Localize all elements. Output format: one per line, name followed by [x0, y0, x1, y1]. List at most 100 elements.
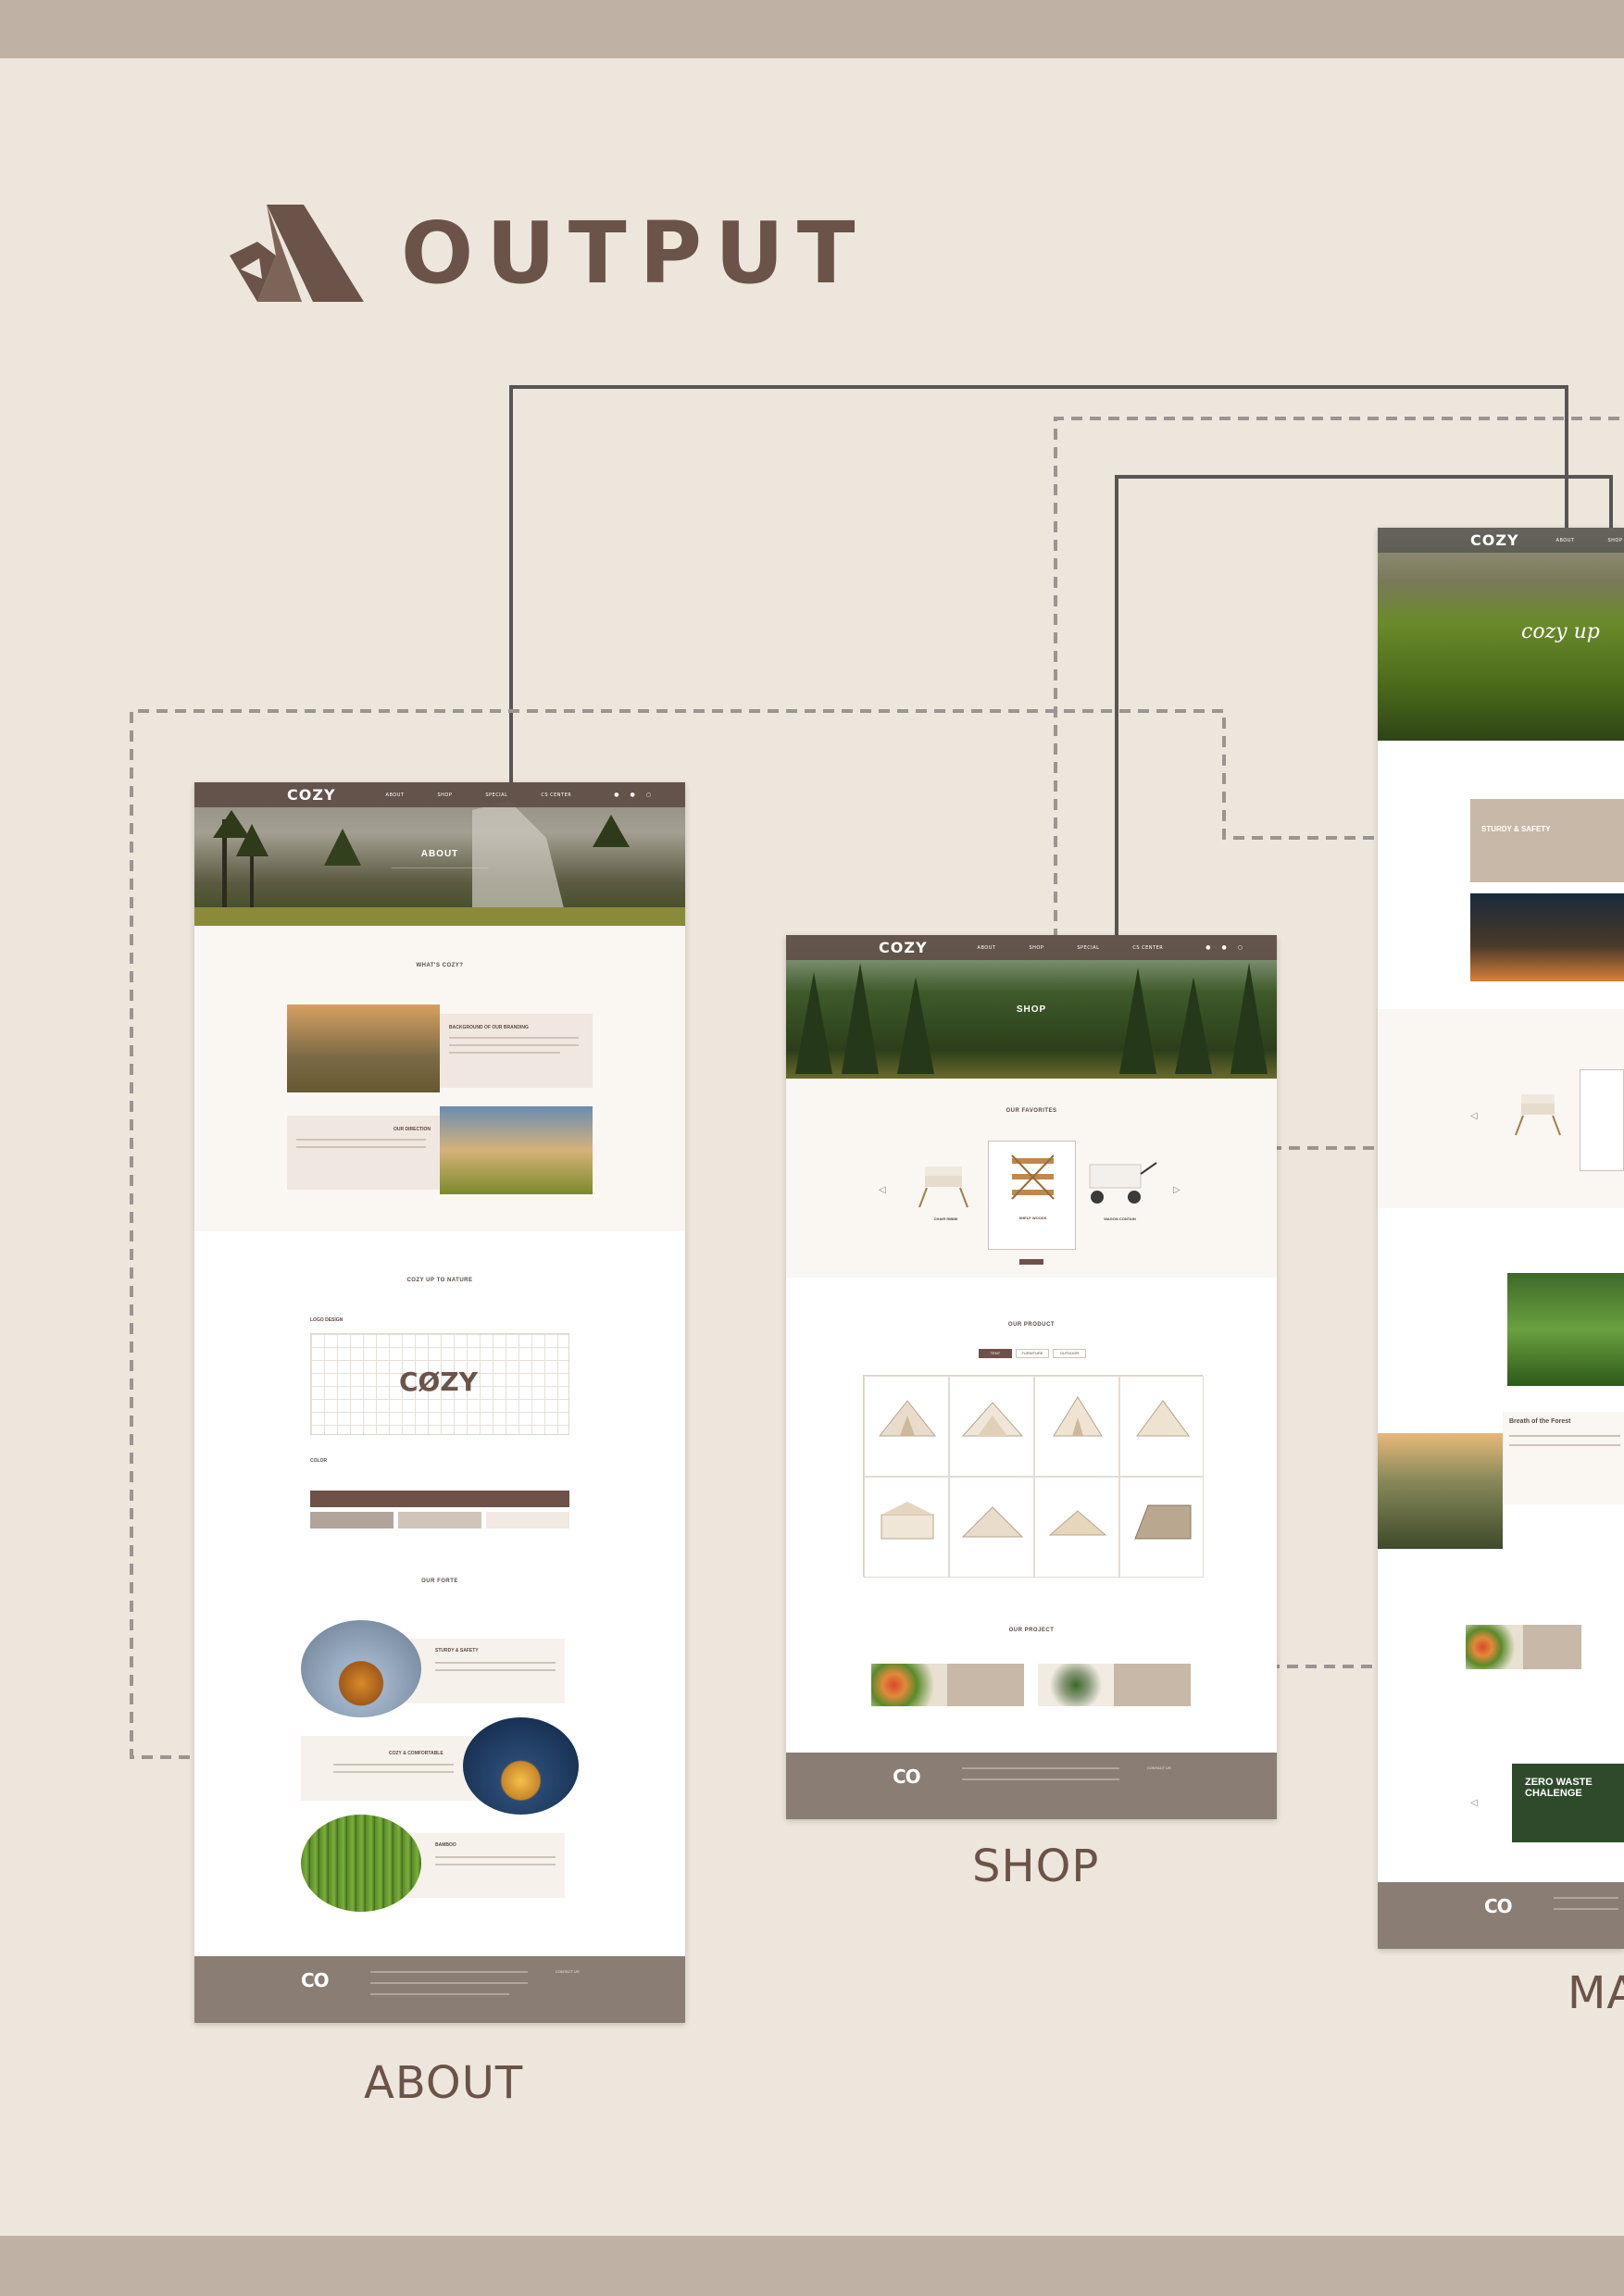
logo-design-grid: CØZY: [310, 1333, 569, 1435]
product-tabs: TENT FURNITURE OUTDOOR: [979, 1349, 1086, 1358]
favorite-item[interactable]: CHAIR RIBIBI: [906, 1146, 985, 1248]
footer-contact[interactable]: CONTACT US: [556, 1969, 580, 1974]
user-icon[interactable]: ●: [614, 792, 619, 798]
footer-brand: CO: [1484, 1895, 1513, 1917]
shop-hero-title: SHOP: [1016, 1004, 1047, 1015]
nav-shop[interactable]: SHOP: [1029, 944, 1044, 951]
main-footer: CO: [1378, 1882, 1624, 1949]
section-our-project: OUR PROJECT: [1008, 1628, 1055, 1633]
product-card[interactable]: [949, 1376, 1034, 1477]
favorite-item-name: SHELF WOODS: [1018, 1216, 1047, 1220]
nav-brand[interactable]: COZY: [879, 939, 928, 956]
carousel-prev-icon[interactable]: ◁: [1470, 1798, 1478, 1808]
nav-shop[interactable]: SHOP: [1607, 537, 1623, 543]
product-card[interactable]: [1034, 1376, 1119, 1477]
shop-page-mockup: COZY ABOUT SHOP SPECIAL CS CENTER ● ● ○ SH…: [786, 935, 1277, 1819]
footer-contact[interactable]: CONTACT US: [1147, 1766, 1171, 1770]
favorite-item[interactable]: [1580, 1069, 1624, 1171]
footer-brand: CO: [301, 1969, 330, 1991]
shop-label: SHOP: [972, 1841, 1100, 1892]
tent-icon: [230, 205, 364, 302]
tab-furniture[interactable]: FURNITURE: [1016, 1349, 1049, 1358]
main-page-mockup: COZY ABOUT SHOP cozy up STURDY & SAFETY …: [1378, 528, 1624, 1949]
carousel-prev-icon[interactable]: ◁: [1470, 1111, 1478, 1121]
section-color: COLOR: [310, 1458, 328, 1464]
section-background: BACKGROUND OF OUR BRANDING: [449, 1025, 529, 1030]
main-hills-image: [1378, 1433, 1503, 1549]
output-header: OUTPUT: [220, 204, 868, 303]
color-swatch-sub1: [310, 1512, 394, 1529]
cozy-logo: CØZY: [399, 1366, 478, 1397]
main-hero-image: cozy up: [1378, 528, 1624, 741]
forte-sturdy-image: [301, 1620, 421, 1717]
color-swatch-sub3: [486, 1512, 569, 1529]
project-card[interactable]: [871, 1664, 1024, 1706]
shop-nav: COZY ABOUT SHOP SPECIAL CS CENTER ● ● ○: [786, 935, 1277, 960]
nav-special[interactable]: SPECIAL: [485, 792, 508, 798]
cart-icon[interactable]: ●: [630, 792, 635, 798]
product-card[interactable]: [1034, 1477, 1119, 1578]
project-card[interactable]: [1466, 1625, 1581, 1669]
about-footer: CO CONTACT US: [194, 1956, 685, 2023]
page-title: OUTPUT: [401, 204, 868, 303]
favorite-item[interactable]: WAGON CONTAIN: [1081, 1146, 1159, 1248]
section-direction: OUR DIRECTION: [394, 1127, 431, 1132]
tab-tent[interactable]: TENT: [979, 1349, 1012, 1358]
color-swatch-sub2: [398, 1512, 481, 1529]
product-card[interactable]: [1119, 1376, 1204, 1477]
zero-waste-card[interactable]: ZERO WASTE CHALENGE: [1512, 1764, 1624, 1842]
search-icon[interactable]: ○: [1237, 944, 1243, 951]
about-page-mockup: COZY ABOUT SHOP SPECIAL CS CENTER ● ● ○ AB…: [194, 782, 685, 2023]
main-label: MA: [1568, 1967, 1624, 2019]
product-card[interactable]: [864, 1477, 949, 1578]
project-card[interactable]: [1038, 1664, 1191, 1706]
main-nav: COZY ABOUT SHOP: [1378, 528, 1624, 553]
favorite-item[interactable]: [1503, 1074, 1577, 1157]
carousel-prev-icon[interactable]: ◁: [879, 1185, 886, 1195]
about-hero-title: ABOUT: [420, 849, 459, 859]
tent-field-image: [440, 1106, 593, 1194]
product-card[interactable]: [1119, 1477, 1204, 1578]
tab-outdoor[interactable]: OUTDOOR: [1053, 1349, 1086, 1358]
about-nav: COZY ABOUT SHOP SPECIAL CS CENTER ● ● ○: [194, 782, 685, 807]
nav-shop[interactable]: SHOP: [437, 792, 453, 798]
favorite-item[interactable]: SHELF WOODS: [988, 1141, 1076, 1250]
forte-bamboo-title: BAMBOO: [435, 1842, 456, 1848]
favorite-item-name: WAGON CONTAIN: [1104, 1217, 1136, 1221]
forte-comfortable-title: COZY & COMFORTABLE: [389, 1751, 443, 1756]
main-sturdy-title: STURDY & SAFETY: [1481, 825, 1551, 833]
nav-about[interactable]: ABOUT: [977, 944, 996, 951]
nav-about[interactable]: ABOUT: [385, 792, 405, 798]
forte-sturdy-title: STURDY & SAFETY: [435, 1648, 479, 1653]
carousel-next-icon[interactable]: ▷: [1173, 1185, 1181, 1195]
top-band: [0, 0, 1624, 58]
nav-special[interactable]: SPECIAL: [1077, 944, 1100, 951]
section-cozy-up: COZY UP TO NATURE: [406, 1278, 473, 1283]
search-icon[interactable]: ○: [645, 792, 651, 798]
cart-icon[interactable]: ●: [1221, 944, 1227, 951]
shop-footer: CO CONTACT US: [786, 1753, 1277, 1819]
tent-sunset-image: [287, 1004, 440, 1092]
product-card[interactable]: [864, 1376, 949, 1477]
nav-cs-center[interactable]: CS CENTER: [1132, 944, 1164, 951]
nav-cs-center[interactable]: CS CENTER: [541, 792, 572, 798]
product-grid: [863, 1375, 1204, 1578]
main-forest-video[interactable]: [1507, 1273, 1624, 1386]
section-our-forte: OUR FORTE: [421, 1578, 458, 1584]
product-card[interactable]: [949, 1477, 1034, 1578]
main-sturdy-card[interactable]: STURDY & SAFETY: [1470, 799, 1624, 882]
forte-comfortable-image: [463, 1717, 579, 1815]
main-forest-title: Breath of the Forest: [1509, 1418, 1571, 1425]
main-camp-night-image: [1470, 893, 1624, 981]
nav-brand[interactable]: COZY: [1470, 531, 1519, 549]
nav-about[interactable]: ABOUT: [1555, 537, 1575, 543]
favorites-more-button[interactable]: [1019, 1259, 1043, 1265]
section-whats-cozy: WHAT'S COZY?: [416, 963, 464, 968]
bottom-band: [0, 2236, 1624, 2296]
footer-brand: CO: [893, 1766, 921, 1788]
section-our-favorites: OUR FAVORITES: [1006, 1108, 1057, 1114]
user-icon[interactable]: ●: [1206, 944, 1211, 951]
forte-bamboo-image: [301, 1815, 421, 1912]
about-label: ABOUT: [364, 2057, 524, 2109]
nav-brand[interactable]: COZY: [287, 786, 336, 804]
